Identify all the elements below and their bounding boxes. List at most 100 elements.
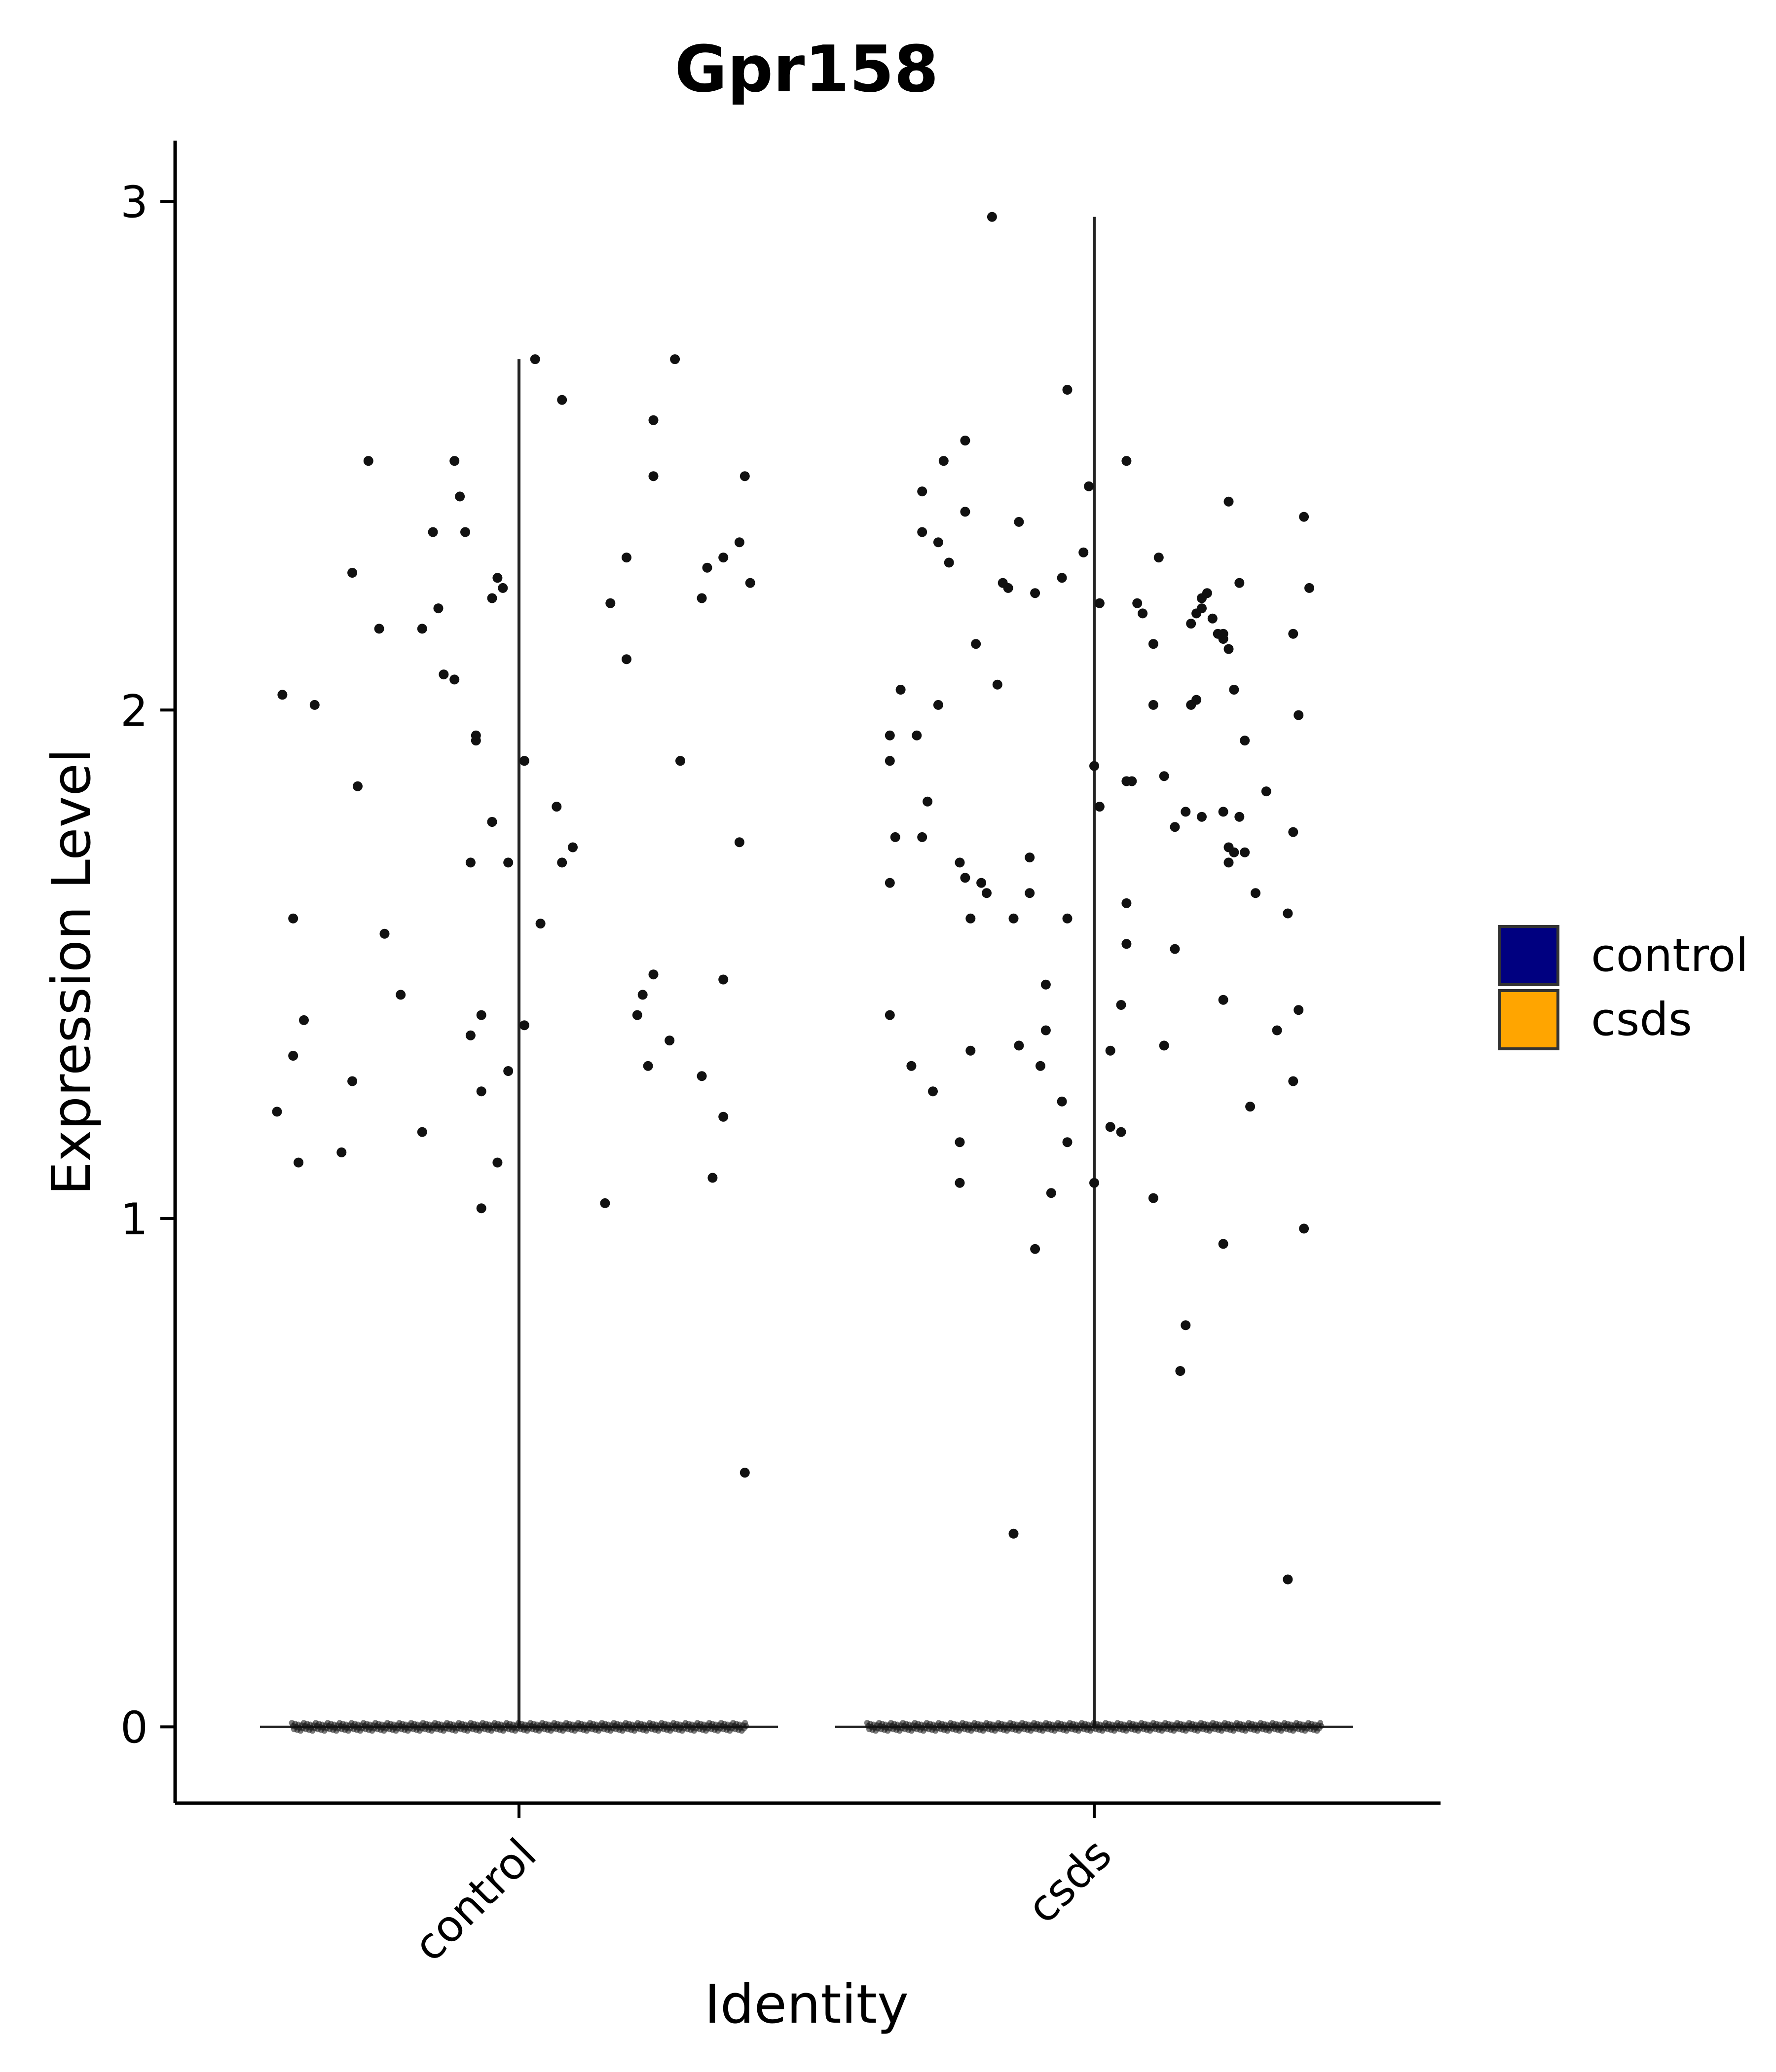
data-point	[1223, 496, 1234, 507]
axis-layer: 0 1 2 3 control csds	[120, 141, 1441, 1971]
data-point	[1288, 629, 1298, 639]
data-point	[1170, 822, 1180, 832]
data-point	[1288, 827, 1298, 837]
data-point	[1025, 852, 1035, 863]
data-point	[1116, 1000, 1126, 1010]
data-point	[1197, 603, 1207, 614]
data-point	[1186, 619, 1196, 629]
data-point	[1057, 1096, 1067, 1107]
data-point	[1014, 517, 1024, 527]
data-point	[960, 507, 970, 517]
data-point	[906, 1061, 917, 1071]
data-point	[568, 842, 578, 852]
data-point	[965, 913, 976, 924]
data-point	[336, 1147, 347, 1157]
data-point	[1116, 1127, 1126, 1137]
data-point	[697, 1071, 707, 1081]
data-point	[1121, 898, 1132, 908]
data-point	[1223, 857, 1234, 868]
data-point	[976, 878, 987, 888]
data-point	[374, 624, 384, 634]
data-point	[912, 730, 922, 740]
data-point	[1030, 588, 1040, 598]
data-point	[917, 527, 927, 537]
y-axis-title: Expression Level	[41, 748, 103, 1195]
data-point	[637, 990, 648, 1000]
zero-points-csds	[864, 1720, 1325, 1734]
data-point	[428, 527, 438, 537]
data-point	[895, 685, 906, 695]
data-point	[718, 974, 729, 985]
data-point	[917, 486, 927, 497]
data-point	[1025, 888, 1035, 898]
data-point	[718, 553, 729, 563]
data-point	[347, 1076, 358, 1086]
data-point	[955, 1178, 965, 1188]
data-point	[600, 1198, 610, 1208]
data-point	[1251, 888, 1260, 898]
legend-label-csds: csds	[1591, 993, 1692, 1046]
data-point	[1202, 588, 1212, 598]
data-point	[294, 1157, 304, 1168]
data-point	[1138, 608, 1148, 619]
data-point	[449, 456, 460, 466]
x-tick-label-csds: csds	[1017, 1829, 1121, 1933]
legend-swatch-control	[1498, 925, 1559, 986]
data-point	[1218, 634, 1228, 644]
data-point	[622, 654, 631, 665]
data-point	[1234, 812, 1245, 822]
data-point	[960, 436, 970, 445]
data-point	[309, 700, 320, 710]
plot-layer	[260, 212, 1353, 1734]
data-point	[1170, 944, 1180, 954]
data-point	[1062, 913, 1073, 924]
data-point	[476, 1086, 486, 1097]
data-point	[885, 730, 895, 740]
legend-label-control: control	[1591, 929, 1748, 982]
data-point	[971, 639, 981, 649]
data-point	[417, 624, 427, 634]
data-point	[1046, 1188, 1056, 1198]
data-point	[648, 471, 659, 481]
data-point	[1121, 456, 1132, 466]
data-point	[379, 928, 390, 939]
data-point	[665, 1036, 675, 1046]
data-point	[987, 212, 997, 222]
data-point	[982, 888, 992, 898]
data-point	[353, 781, 363, 791]
data-point	[1078, 547, 1089, 557]
data-point	[439, 669, 449, 680]
data-point	[955, 857, 965, 868]
data-point	[1148, 1193, 1158, 1203]
data-point	[535, 919, 546, 929]
data-point	[492, 1157, 503, 1168]
data-point	[648, 969, 659, 980]
data-point	[955, 1137, 965, 1147]
data-point	[1148, 639, 1158, 649]
data-point	[917, 832, 927, 842]
data-point	[938, 456, 949, 466]
data-point	[675, 756, 685, 766]
data-point	[1127, 776, 1137, 786]
data-point	[702, 562, 712, 573]
data-point	[648, 415, 659, 425]
data-point	[465, 857, 476, 868]
data-point	[471, 730, 481, 740]
data-point	[745, 578, 755, 588]
data-point	[1229, 685, 1239, 695]
data-point	[1181, 1320, 1191, 1331]
y-tick-label: 0	[120, 1702, 148, 1753]
data-point	[1132, 598, 1143, 608]
data-point	[944, 557, 954, 568]
data-point	[1218, 1239, 1228, 1249]
data-point	[1218, 995, 1228, 1005]
data-point	[530, 354, 540, 365]
data-point	[1218, 807, 1228, 817]
data-point	[1299, 1223, 1309, 1234]
data-point	[1105, 1122, 1115, 1132]
data-point	[734, 537, 744, 548]
data-point	[707, 1173, 718, 1183]
data-point	[622, 553, 631, 563]
data-point	[557, 857, 567, 868]
